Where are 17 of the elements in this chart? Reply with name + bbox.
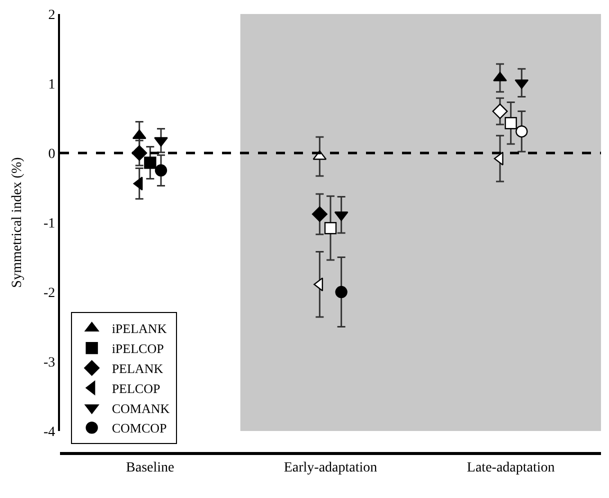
legend-label: PELCOP	[112, 380, 160, 396]
y-axis-title: Symmetrical index (%)	[10, 156, 25, 288]
y-tick-label: -1	[44, 216, 56, 232]
y-tick-label: -4	[44, 424, 56, 440]
y-tick-label: 0	[48, 146, 56, 162]
legend-label: PELANK	[112, 361, 164, 376]
y-tick-label: -2	[44, 286, 56, 301]
x-tick-label: Early-adaptation	[284, 460, 378, 476]
y-tick-label: -3	[44, 355, 56, 370]
y-tick-label: 1	[48, 77, 56, 92]
legend-label: iPELANK	[112, 321, 168, 336]
x-tick-label: Baseline	[126, 460, 174, 476]
legend-label: iPELCOP	[112, 341, 164, 356]
y-tick-label: 2	[48, 8, 56, 23]
x-tick-label: Late-adaptation	[466, 460, 555, 476]
legend-label: COMANK	[112, 400, 170, 416]
legend-label: COMCOP	[112, 420, 167, 436]
